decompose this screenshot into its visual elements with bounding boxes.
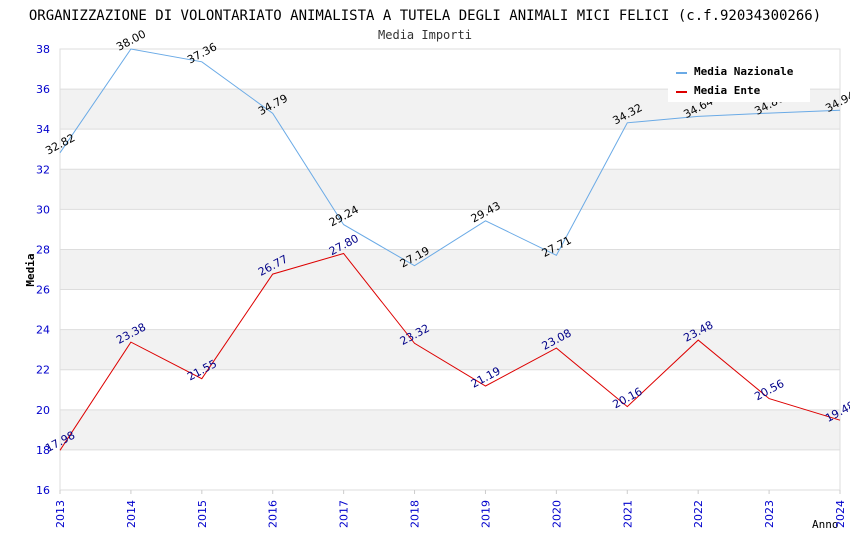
y-tick-label: 30 bbox=[36, 203, 50, 216]
y-axis-label: Media bbox=[24, 253, 37, 286]
y-axis-ticks: 16 18 20 22 24 26 28 30 32 34 36 38 bbox=[36, 43, 50, 497]
x-tick-label: 2023 bbox=[763, 500, 776, 528]
y-tick-label: 36 bbox=[36, 83, 50, 96]
series-line-media-nazionale bbox=[59, 48, 841, 267]
x-tick-label: 2016 bbox=[267, 500, 280, 528]
legend: Media Nazionale Media Ente bbox=[668, 58, 810, 102]
legend-box bbox=[668, 58, 810, 102]
y-tick-label: 20 bbox=[36, 404, 50, 417]
data-label: 20.56 bbox=[752, 377, 786, 403]
y-tick-label: 38 bbox=[36, 43, 50, 56]
x-tick-label: 2020 bbox=[550, 500, 563, 528]
x-tick-label: 2017 bbox=[338, 500, 351, 528]
x-tick-label: 2014 bbox=[125, 500, 138, 528]
plot-area-border bbox=[59, 48, 841, 491]
data-label: 38.00 bbox=[114, 27, 148, 53]
y-tick-label: 24 bbox=[36, 324, 50, 337]
background-bands bbox=[60, 89, 840, 450]
background-band bbox=[60, 249, 840, 290]
y-tick-label: 34 bbox=[36, 123, 50, 136]
x-tick-label: 2021 bbox=[621, 500, 634, 528]
legend-label-media-ente: Media Ente bbox=[694, 84, 761, 97]
y-tick-label: 22 bbox=[36, 364, 50, 377]
data-label: 20.16 bbox=[611, 385, 645, 411]
x-tick-label: 2024 bbox=[834, 500, 847, 528]
chart-subtitle: Media Importi bbox=[378, 28, 472, 42]
series-lines bbox=[59, 48, 841, 451]
legend-label-media-nazionale: Media Nazionale bbox=[694, 65, 794, 78]
y-tick-label: 18 bbox=[36, 444, 50, 457]
x-tick-label: 2013 bbox=[54, 500, 67, 528]
background-band bbox=[60, 329, 840, 370]
x-axis-ticks: 2013 2014 2015 2016 2017 2018 2019 2020 2021 2022… bbox=[54, 490, 847, 528]
data-label: 19.48 bbox=[823, 399, 850, 425]
y-tick-label: 26 bbox=[36, 284, 50, 297]
background-band bbox=[60, 409, 840, 450]
series-line-media-ente bbox=[59, 252, 841, 451]
y-tick-label: 32 bbox=[36, 163, 50, 176]
x-tick-label: 2018 bbox=[409, 500, 422, 528]
y-tick-label: 16 bbox=[36, 484, 50, 497]
background-band bbox=[60, 169, 840, 210]
y-tick-label: 28 bbox=[36, 243, 50, 256]
x-tick-label: 2022 bbox=[692, 500, 705, 528]
chart-title: ORGANIZZAZIONE DI VOLONTARIATO ANIMALIST… bbox=[29, 8, 821, 24]
x-tick-label: 2015 bbox=[196, 500, 209, 528]
x-tick-label: 2019 bbox=[479, 500, 492, 528]
x-axis-label: Anno bbox=[812, 518, 839, 531]
